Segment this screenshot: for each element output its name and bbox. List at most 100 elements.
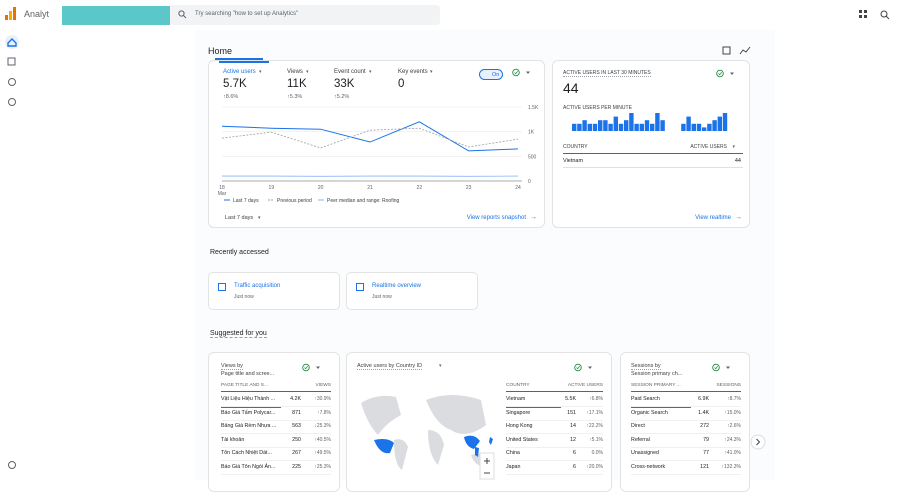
card-menu[interactable] <box>574 363 596 372</box>
column-header: COUNTRY <box>563 144 588 150</box>
column-header: VIEWS <box>316 383 331 388</box>
bar <box>593 124 597 131</box>
row-name: Tôn Cách Nhiệt Dát... <box>221 450 272 456</box>
page: Analyt Try searching "how to set up Anal… <box>0 0 900 480</box>
row-divider <box>506 406 603 407</box>
app-name: Analyt <box>24 9 49 19</box>
dropdown-arrow <box>316 367 320 370</box>
row-change: 0.0% <box>592 450 603 456</box>
y-tick-label: 1.5K <box>528 105 539 111</box>
bar <box>645 120 649 131</box>
row-name: Vật Liệu Hiệu Thành ... <box>221 396 275 402</box>
row-divider <box>506 433 603 434</box>
row-divider <box>506 460 603 461</box>
page-title: Home <box>208 46 232 56</box>
column-header: COUNTRY <box>506 383 530 388</box>
bar <box>650 124 654 131</box>
map-region <box>426 395 486 434</box>
column-header: SESSION PRIMARY ... <box>631 383 681 388</box>
bar <box>598 120 602 131</box>
row-name: United States <box>506 437 538 443</box>
top-icons[interactable] <box>858 9 894 21</box>
check-icon <box>575 364 582 371</box>
y-tick-label: 500 <box>528 154 537 160</box>
check-mark <box>305 366 308 368</box>
redaction <box>62 6 170 25</box>
row-name: Referral <box>631 437 650 443</box>
map-region <box>489 437 493 445</box>
bar <box>619 124 623 131</box>
x-tick-label: 23 <box>466 185 472 191</box>
row-divider <box>221 420 331 421</box>
row-change: ↑2.6% <box>727 423 741 429</box>
row-name: Báo Giá Tôn Ngói Ản... <box>221 464 275 470</box>
search-icon <box>178 10 187 19</box>
row-name: Singapore <box>506 410 530 416</box>
dropdown-arrow <box>588 367 592 370</box>
row-change: ↑17.1% <box>586 410 603 416</box>
x-month-label: Mar <box>218 191 227 197</box>
row-value: 151 <box>567 410 576 416</box>
row-name: Japan <box>506 464 520 470</box>
card-title: Active users by Country ID <box>357 363 422 370</box>
card-title: Views by <box>221 363 243 370</box>
row-change: ↑7.8% <box>317 410 331 416</box>
row-value: 272 <box>700 423 709 429</box>
row-name: Báo Giá Tấm Polycar... <box>221 410 275 416</box>
row-divider <box>221 460 331 461</box>
bar <box>718 117 722 131</box>
row-name: Bảng Giá Rèm Nhựa ... <box>221 423 276 429</box>
row-change: ↑8.7% <box>727 396 741 402</box>
bar <box>692 124 696 131</box>
nav-rail[interactable] <box>0 30 24 480</box>
column-header: SESSIONS <box>716 383 741 388</box>
country-name: Vietnam <box>563 158 583 164</box>
row-name: Tài khoản <box>221 437 244 443</box>
check-icon <box>303 364 310 371</box>
bar <box>681 124 685 131</box>
legend-label: Last 7 days <box>233 198 259 204</box>
divider <box>631 391 741 392</box>
row-change: ↑49.5% <box>314 450 331 456</box>
link[interactable]: View realtime <box>695 215 731 221</box>
row-name: Unassigned <box>631 450 659 456</box>
bar <box>655 113 659 131</box>
row-value: 5.5K <box>565 396 576 402</box>
row-divider <box>221 447 331 448</box>
bar <box>707 124 711 131</box>
card-menu[interactable] <box>302 363 324 372</box>
dropdown-arrow <box>726 367 730 370</box>
zoom-control <box>480 453 494 479</box>
card-title: Page title and scree... <box>221 371 274 377</box>
row-divider <box>631 447 741 448</box>
card-menu[interactable] <box>712 363 734 372</box>
row-name: Vietnam <box>506 396 525 402</box>
search-placeholder: Try searching "how to set up Analytics" <box>195 11 298 17</box>
bar <box>660 120 664 131</box>
bar <box>702 127 706 131</box>
column-header: ACTIVE USERS <box>690 144 727 150</box>
page-actions[interactable] <box>722 46 752 56</box>
bar <box>614 117 618 131</box>
row-change: ↑24.3% <box>724 437 741 443</box>
card-title: Sessions by <box>631 363 661 370</box>
row-value: 4.2K <box>290 396 301 402</box>
next-button[interactable] <box>750 434 766 450</box>
row-divider <box>506 420 603 421</box>
row-change: ↑22.2% <box>586 423 603 429</box>
row-divider <box>506 474 603 475</box>
bar <box>582 120 586 131</box>
row-value: 6 <box>573 450 576 456</box>
divider <box>221 391 331 392</box>
row-change: ↑30.9% <box>314 396 331 402</box>
row-divider <box>631 474 741 475</box>
x-tick-label: 19 <box>269 185 275 191</box>
row-change: ↑15.0% <box>724 410 741 416</box>
bar <box>697 124 701 131</box>
row-name: Cross-network <box>631 464 665 470</box>
legend-label: Peer median and range: Roofing <box>327 198 399 204</box>
row-value: 225 <box>292 464 301 470</box>
row-change: ↑41.0% <box>724 450 741 456</box>
